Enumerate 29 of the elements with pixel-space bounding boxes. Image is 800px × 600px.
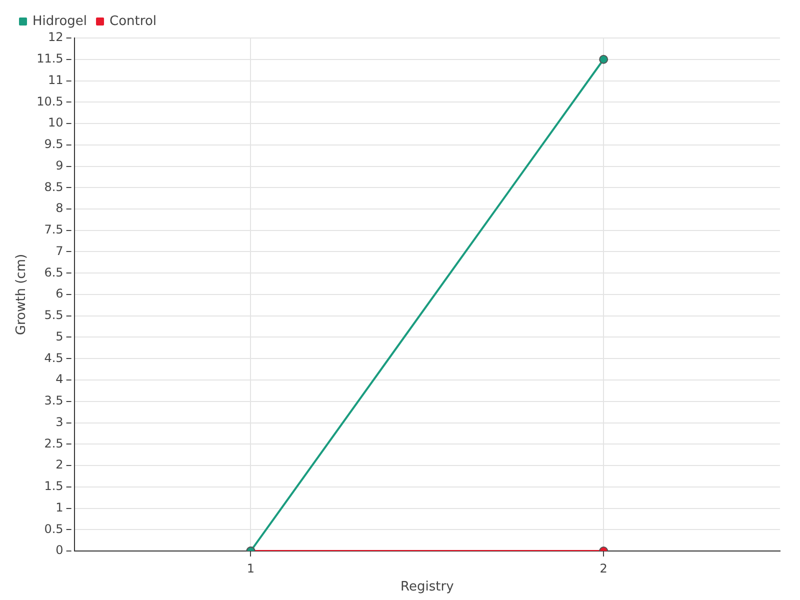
- legend-label: Control: [110, 14, 157, 29]
- y-tick-label: 7: [56, 244, 64, 258]
- y-tick-label: 2: [56, 458, 64, 472]
- y-tick-label: 10: [48, 116, 64, 130]
- y-tick-label: 3.5: [44, 394, 64, 408]
- y-tick-label: 1: [56, 500, 64, 514]
- y-tick-label: 9.5: [44, 137, 64, 151]
- y-axis-title: Growth (cm): [14, 254, 30, 336]
- y-tick-label: 5.5: [44, 308, 64, 322]
- y-tick-label: 8.5: [44, 180, 64, 194]
- y-tick-label: 4: [56, 372, 64, 386]
- y-tick-label: 5: [56, 329, 64, 344]
- y-tick-label: 6: [56, 286, 64, 301]
- x-axis-title: Registry: [400, 580, 454, 595]
- y-tick-label: 10.5: [36, 94, 64, 108]
- y-tick-label: 3: [56, 414, 64, 429]
- y-tick-label: 11: [48, 72, 64, 87]
- y-tick-label: 6.5: [44, 265, 64, 280]
- y-tick-label: 4.5: [44, 350, 64, 365]
- y-tick-label: 8: [56, 201, 64, 216]
- y-tick-label: 1.5: [44, 479, 64, 493]
- y-tick-label: 0.5: [44, 522, 64, 536]
- legend-label: Hidrogel: [32, 14, 88, 29]
- y-tick-label: 9: [56, 158, 64, 172]
- y-tick-label: 7.5: [44, 222, 64, 236]
- y-tick-label: 11.5: [36, 52, 64, 66]
- y-tick-label: 12: [48, 30, 64, 44]
- y-tick-label: 2.5: [44, 436, 64, 450]
- y-tick-label: 0: [56, 543, 64, 558]
